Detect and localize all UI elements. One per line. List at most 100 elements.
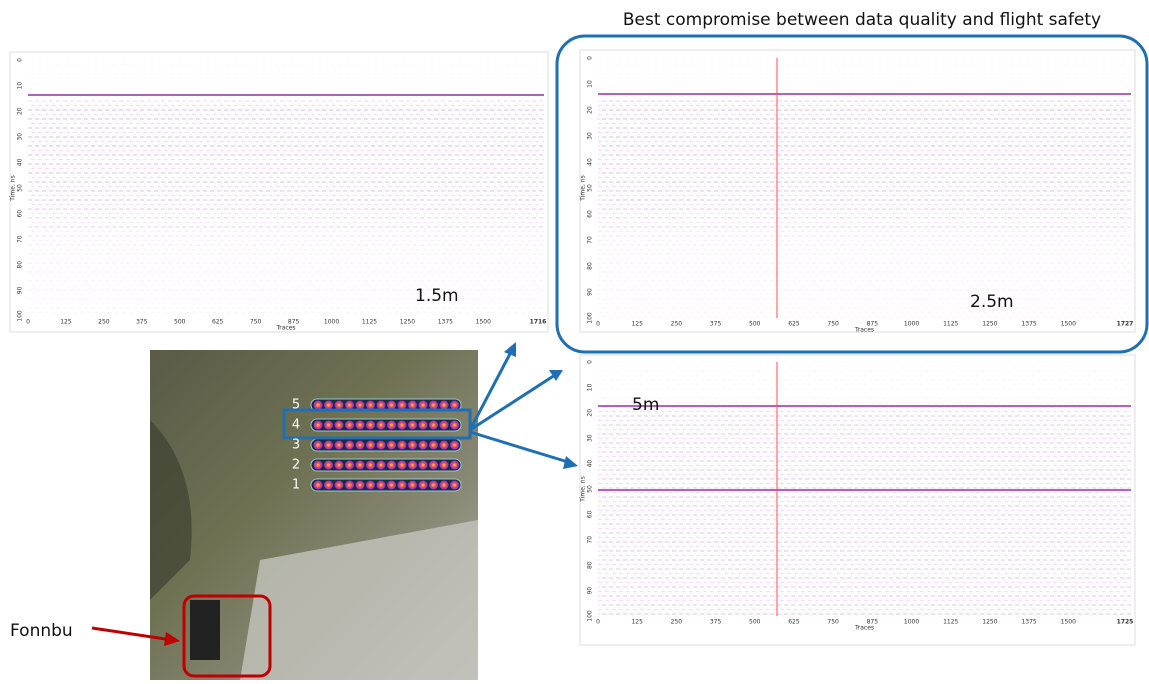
building — [190, 600, 220, 660]
y-tick-label: 100 — [587, 312, 594, 324]
signal-blob — [450, 420, 459, 430]
survey-lines — [310, 398, 462, 492]
signal-blob — [397, 480, 407, 490]
signal-blob — [334, 480, 344, 490]
signal-blob — [439, 420, 449, 430]
signal-blob — [345, 400, 354, 410]
x-tick-label: 500 — [749, 321, 761, 328]
x-tick-label: 750 — [250, 319, 262, 326]
arrowhead — [549, 370, 563, 381]
signal-blob — [376, 480, 386, 490]
arrowhead — [164, 632, 180, 646]
x-tick-label: 625 — [788, 321, 800, 328]
signal-blob — [345, 480, 354, 490]
y-tick-label: 100 — [587, 610, 594, 622]
x-tick-label: 1250 — [982, 619, 997, 626]
y-tick-label: 0 — [587, 56, 594, 60]
y-tick-label: 20 — [587, 409, 594, 417]
line-label: 4 — [292, 418, 300, 433]
x-tick-label: 250 — [671, 321, 683, 328]
y-tick-label: 0 — [17, 58, 24, 62]
signal-blob — [439, 480, 449, 490]
signal-blob — [418, 480, 428, 490]
signal-blob — [324, 420, 333, 430]
x-tick-label: 1000 — [904, 619, 919, 626]
signal-blob — [418, 460, 428, 470]
signal-blob — [450, 480, 459, 490]
signal-blob — [366, 460, 375, 470]
x-tick-label: 1250 — [982, 321, 997, 328]
x-tick-label: 1000 — [904, 321, 919, 328]
arrowhead — [504, 342, 516, 357]
y-tick-label: 20 — [17, 107, 24, 115]
y-tick-label: 70 — [17, 235, 24, 243]
y-tick-label: 40 — [587, 158, 594, 166]
x-tick-label: 250 — [671, 619, 683, 626]
highlight-box — [555, 34, 1149, 354]
x-tick-label: 1125 — [362, 319, 377, 326]
x-tick-label: 1250 — [400, 319, 415, 326]
y-tick-label: 40 — [17, 158, 24, 166]
signal-blob — [450, 460, 459, 470]
signal-blob — [387, 420, 396, 430]
survey-line — [310, 478, 462, 492]
x-tick-label: 125 — [631, 321, 643, 328]
x-tick-label: 1125 — [943, 619, 958, 626]
radargram-shade — [598, 58, 1131, 318]
signal-blob — [387, 480, 396, 490]
pointer-arrow — [468, 349, 514, 431]
y-tick-label: 70 — [587, 236, 594, 244]
terrain-shadow — [150, 420, 192, 600]
y-tick-label: 100 — [17, 310, 24, 322]
signal-blob — [334, 400, 344, 410]
y-axis-label: Time, ns — [10, 175, 17, 201]
y-tick-label: 30 — [587, 434, 594, 442]
x-tick-label: 1125 — [943, 321, 958, 328]
y-axis-label: Time, ns — [580, 175, 587, 201]
panel-label: 1.5m — [415, 286, 459, 306]
x-tick-label: 125 — [631, 619, 643, 626]
signal-blob — [376, 420, 386, 430]
signal-blob — [418, 400, 428, 410]
signal-blob — [324, 400, 333, 410]
signal-blob — [387, 460, 396, 470]
x-tick-label: 625 — [212, 319, 224, 326]
signal-blob — [418, 440, 428, 450]
radargram-shade — [598, 362, 1131, 404]
signal-blob — [366, 480, 375, 490]
x-tick-label: 125 — [60, 319, 72, 326]
x-tick-label: 0 — [26, 319, 30, 326]
signal-blob — [345, 460, 354, 470]
x-tick-label: 375 — [136, 319, 148, 326]
x-tick-label: 750 — [827, 619, 839, 626]
signal-blob — [313, 480, 323, 490]
signal-blob — [429, 400, 438, 410]
signal-blob — [313, 460, 323, 470]
x-tick-label: 875 — [867, 619, 879, 626]
x-tick-label: 1000 — [324, 319, 339, 326]
signal-blob — [418, 420, 428, 430]
signal-blob — [345, 440, 354, 450]
x-tick-label: 250 — [98, 319, 110, 326]
x-tick-label: 1727 — [1117, 321, 1134, 328]
survey-line — [310, 458, 462, 472]
signal-blob — [345, 420, 354, 430]
panel-label: 5m — [632, 395, 659, 415]
y-tick-label: 50 — [17, 184, 24, 192]
y-axis-label: Time, ns — [580, 476, 587, 502]
signal-blob — [408, 400, 417, 410]
terrain-rock — [240, 520, 478, 680]
y-tick-label: 20 — [587, 106, 594, 114]
pointer-arrow — [469, 430, 569, 464]
signal-blob — [366, 440, 375, 450]
y-tick-label: 80 — [17, 261, 24, 269]
y-tick-label: 30 — [587, 132, 594, 140]
pointer-arrow — [469, 373, 556, 432]
x-tick-label: 1725 — [1117, 619, 1134, 626]
survey-line — [310, 438, 462, 452]
x-tick-label: 1375 — [438, 319, 453, 326]
signal-blob — [355, 460, 365, 470]
signal-blob — [429, 420, 438, 430]
